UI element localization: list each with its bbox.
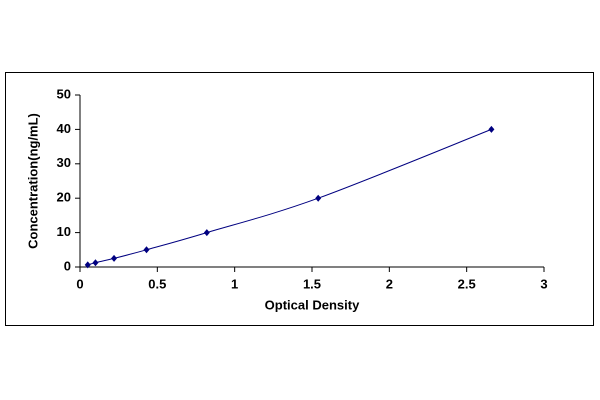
data-point: [143, 246, 150, 254]
y-tick-label: 20: [57, 190, 71, 205]
x-tick-label: 2.5: [458, 276, 476, 291]
x-tick-label: 3: [540, 276, 547, 291]
data-point: [488, 125, 495, 133]
data-point: [111, 254, 118, 262]
x-tick-label: 1.5: [303, 276, 321, 291]
x-tick-label: 2: [386, 276, 393, 291]
x-tick-label: 0.5: [148, 276, 166, 291]
y-tick-label: 30: [57, 155, 71, 170]
x-tick-label: 1: [231, 276, 238, 291]
data-point: [203, 229, 210, 237]
x-tick-label: 0: [76, 276, 83, 291]
x-axis-label: Optical Density: [265, 297, 360, 312]
data-point: [315, 194, 322, 202]
y-tick-label: 50: [57, 86, 71, 101]
y-tick-label: 40: [57, 121, 71, 136]
y-tick-label: 0: [64, 258, 71, 273]
chart-frame: [5, 72, 594, 326]
y-axis-label: Concentration(ng/mL): [25, 113, 40, 249]
data-point: [84, 261, 91, 269]
data-point: [92, 259, 99, 267]
y-tick-label: 10: [57, 224, 71, 239]
fit-curve: [87, 128, 492, 266]
